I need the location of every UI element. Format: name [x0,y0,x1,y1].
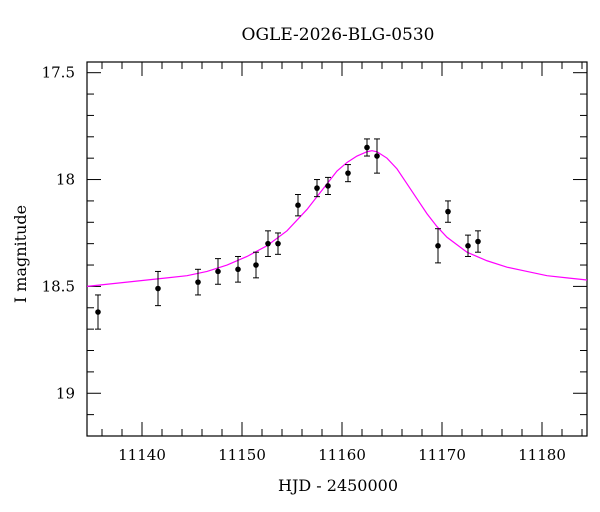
x-axis-ticks [101,62,583,436]
data-point-marker [295,202,301,208]
y-tick-label: 19 [56,384,75,402]
data-point [325,176,331,196]
data-point-marker [195,279,201,285]
data-point-marker [215,268,221,275]
data-point [253,251,259,279]
data-point-marker [253,262,259,268]
data-point [295,194,301,217]
x-tick-label: 11160 [318,446,366,464]
data-point [475,230,481,253]
y-tick-label: 17.5 [42,64,75,82]
data-point-marker [155,285,161,292]
data-point [215,258,221,285]
x-tick-label: 11140 [118,446,166,464]
data-point [275,232,281,255]
data-point-marker [465,242,471,249]
data-point-marker [314,185,320,191]
data-points-layer [95,138,481,330]
data-point [195,268,201,296]
data-point [465,234,471,257]
y-axis-label: I magnitude [11,205,30,303]
data-point-marker [95,309,101,315]
x-axis-label: HJD - 2450000 [278,476,398,495]
x-tick-label: 11170 [418,446,466,464]
model-curve-layer [86,150,588,287]
data-point [435,228,441,264]
y-axis-tick-labels: 17.5 18 18.5 19 [42,64,75,403]
plot-border [86,61,588,437]
data-point-marker [364,144,370,151]
data-point-marker [345,170,351,176]
data-point-marker [265,240,271,247]
data-point-marker [235,266,241,273]
x-tick-label: 11180 [518,446,566,464]
chart-title: OGLE-2026-BLG-0530 [242,25,435,45]
y-axis-ticks [87,72,587,437]
data-point-marker [325,183,331,189]
data-point [265,230,271,257]
data-point [374,138,380,174]
data-point [345,164,351,183]
y-tick-label: 18 [56,171,75,189]
data-point-marker [435,242,441,249]
data-point-marker [445,208,451,215]
data-point-marker [275,240,281,247]
x-axis-tick-labels: 11140 11150 11160 11170 11180 [118,446,566,464]
model-curve [86,150,588,287]
data-point [364,138,370,157]
data-point [314,179,320,198]
data-point [445,200,451,223]
x-tick-label: 11150 [218,446,266,464]
data-point [235,255,241,283]
data-point [155,270,161,307]
data-point-marker [374,153,380,159]
data-point [95,294,101,330]
data-point-marker [475,238,481,245]
y-tick-label: 18.5 [42,277,75,295]
plot-frame [86,61,588,437]
